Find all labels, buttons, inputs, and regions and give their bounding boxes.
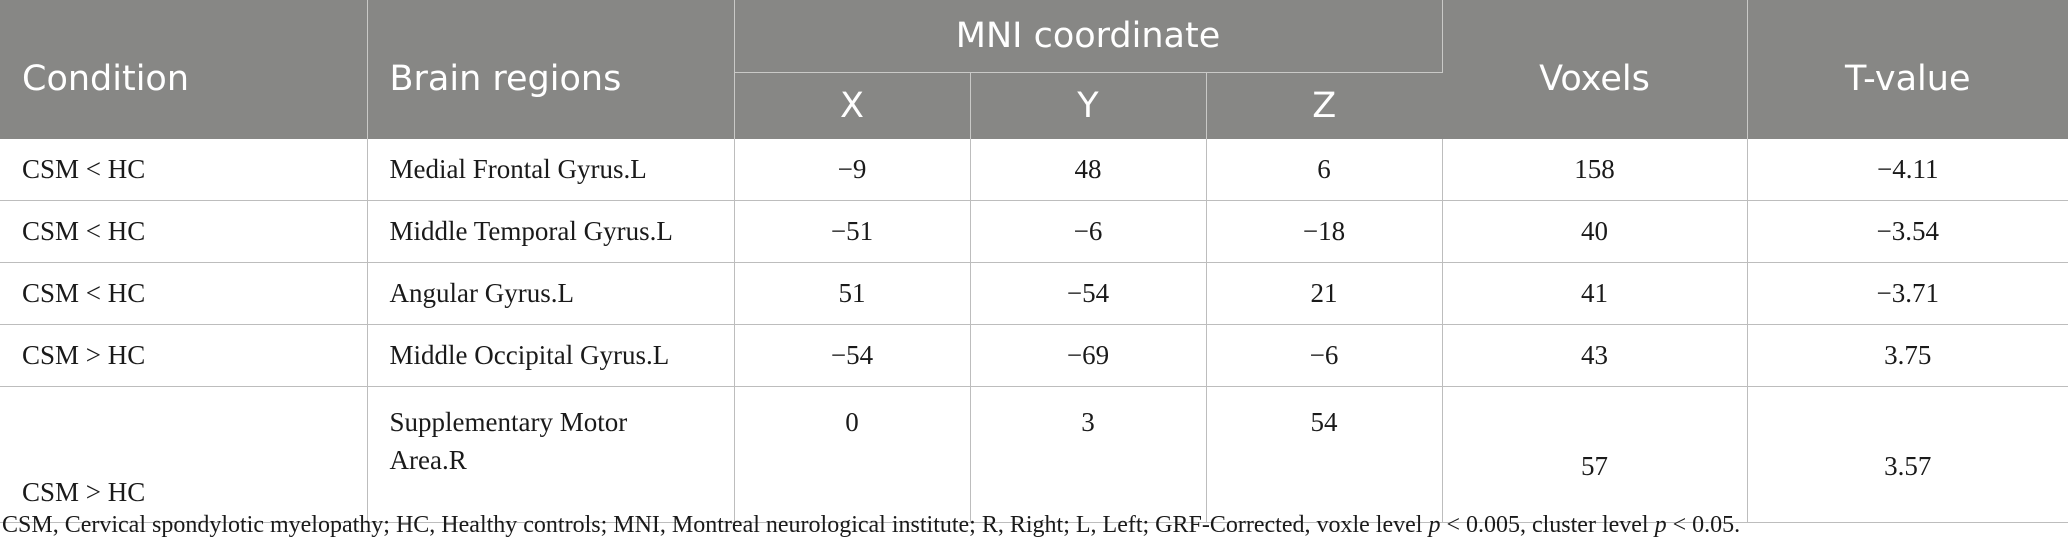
results-table: Condition Brain regions MNI coordinate V… — [0, 0, 2068, 523]
cell-voxels: 43 — [1442, 324, 1748, 387]
header-voxels: Voxels — [1442, 0, 1748, 139]
cell-y: 3 — [970, 386, 1207, 523]
footnote-voxel-threshold: < 0.005, cluster level — [1440, 512, 1655, 538]
cell-region-line2: Area.R — [389, 445, 467, 475]
table-header: Condition Brain regions MNI coordinate V… — [0, 0, 2068, 139]
table-row: CSM < HC Middle Temporal Gyrus.L −51 −6 … — [0, 200, 2068, 263]
cell-z: −18 — [1206, 200, 1443, 263]
header-mni-coordinate: MNI coordinate — [734, 0, 1443, 73]
table-row: CSM > HC Middle Occipital Gyrus.L −54 −6… — [0, 324, 2068, 387]
cell-voxels: 158 — [1442, 139, 1748, 201]
cell-condition: CSM > HC — [0, 324, 368, 387]
cell-condition: CSM < HC — [0, 262, 368, 325]
header-z: Z — [1206, 72, 1442, 139]
header-condition: Condition — [0, 0, 368, 139]
cell-y: −6 — [970, 200, 1207, 263]
cell-condition: CSM < HC — [0, 200, 368, 263]
table-row: CSM < HC Medial Frontal Gyrus.L −9 48 6 … — [0, 139, 2068, 201]
cell-t-value: −3.71 — [1747, 262, 2068, 325]
cell-region: Middle Temporal Gyrus.L — [367, 200, 735, 263]
cell-voxels: 41 — [1442, 262, 1748, 325]
cell-condition: CSM > HC — [0, 386, 368, 523]
cell-t-value: 3.57 — [1747, 386, 2068, 523]
cell-region-line1: Supplementary Motor — [389, 407, 628, 437]
cell-y: −69 — [970, 324, 1207, 387]
cell-z: 54 — [1206, 386, 1443, 523]
cell-x: −51 — [734, 200, 971, 263]
cell-x: 0 — [734, 386, 971, 523]
table-row: CSM > HC Supplementary Motor Area.R 0 3 … — [0, 386, 2068, 523]
table-footnote: CSM, Cervical spondylotic myelopathy; HC… — [2, 512, 1740, 539]
cell-z: 21 — [1206, 262, 1443, 325]
cell-x: −54 — [734, 324, 971, 387]
cell-z: −6 — [1206, 324, 1443, 387]
cell-voxels: 40 — [1442, 200, 1748, 263]
cell-t-value: −3.54 — [1747, 200, 2068, 263]
cell-region: Medial Frontal Gyrus.L — [367, 139, 735, 201]
cell-x: −9 — [734, 139, 971, 201]
cell-t-value: −4.11 — [1747, 139, 2068, 201]
header-t-value: T-value — [1747, 0, 2068, 139]
cell-region: Angular Gyrus.L — [367, 262, 735, 325]
cell-t-value: 3.75 — [1747, 324, 2068, 387]
cell-region: Supplementary Motor Area.R — [367, 386, 735, 523]
footnote-cluster-threshold: < 0.05. — [1666, 512, 1741, 538]
cell-condition: CSM < HC — [0, 139, 368, 201]
cell-region: Middle Occipital Gyrus.L — [367, 324, 735, 387]
footnote-text: CSM, Cervical spondylotic myelopathy; HC… — [2, 512, 1429, 538]
cell-voxels: 57 — [1442, 386, 1748, 523]
footnote-p-symbol: p — [1654, 512, 1667, 538]
header-brain-regions: Brain regions — [367, 0, 735, 139]
footnote-p-symbol: p — [1428, 512, 1441, 538]
cell-x: 51 — [734, 262, 971, 325]
cell-z: 6 — [1206, 139, 1443, 201]
table-row: CSM < HC Angular Gyrus.L 51 −54 21 41 −3… — [0, 262, 2068, 325]
header-y: Y — [970, 72, 1207, 139]
table-body: CSM < HC Medial Frontal Gyrus.L −9 48 6 … — [0, 139, 2068, 523]
cell-y: −54 — [970, 262, 1207, 325]
header-x: X — [734, 72, 971, 139]
cell-y: 48 — [970, 139, 1207, 201]
